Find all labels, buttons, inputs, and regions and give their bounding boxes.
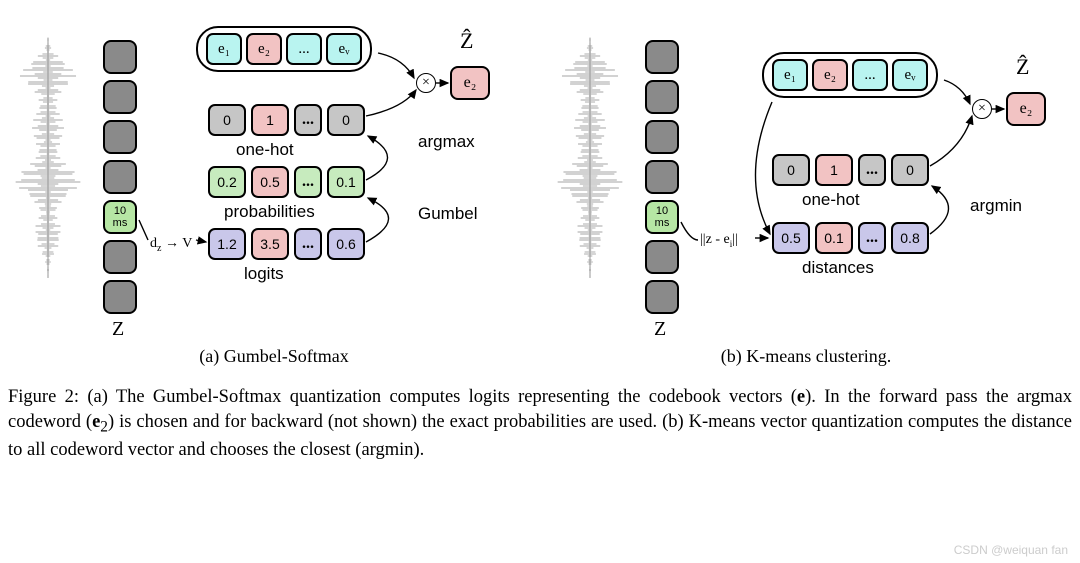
watermark: CSDN @weiquan fan	[954, 543, 1068, 557]
codebook-cell: ...	[286, 33, 322, 65]
zhat-label-b: Ẑ	[1016, 54, 1029, 80]
z-column-b: 10 ms	[645, 40, 679, 320]
onehot-row-a: 0 1 ... 0	[208, 104, 365, 136]
figure-area: 10 ms Z e₁ e₂ ... eᵥ Ẑ e₂ × 0 1 ...	[8, 8, 1072, 338]
result-cell-a: e₂	[450, 66, 490, 100]
argmax-label: argmax	[418, 132, 475, 152]
z-column-a: 10 ms	[103, 40, 137, 320]
z-label-a: Z	[112, 318, 124, 341]
distance-row: 0.5 0.1 ... 0.8	[772, 222, 929, 254]
codebook-cell: eᵥ	[326, 33, 362, 65]
distance-formula: ||z - ei||	[700, 232, 738, 249]
prob-label-a: probabilities	[224, 202, 315, 222]
dz-to-v: dz → V	[150, 234, 192, 254]
ten-ms-block: 10 ms	[103, 200, 137, 234]
onehot-label-a: one-hot	[236, 140, 294, 160]
codebook-b: e₁ e₂ ... eᵥ	[762, 52, 938, 98]
subcaption-b: (b) K-means clustering.	[540, 346, 1072, 367]
argmin-label: argmin	[970, 196, 1022, 216]
ten-ms-block: 10 ms	[645, 200, 679, 234]
panel-gumbel-softmax: 10 ms Z e₁ e₂ ... eᵥ Ẑ e₂ × 0 1 ...	[8, 8, 530, 338]
subcaption-a: (a) Gumbel-Softmax	[8, 346, 540, 367]
subcaptions: (a) Gumbel-Softmax (b) K-means clusterin…	[8, 346, 1072, 367]
codebook-cell: e₂	[246, 33, 282, 65]
distances-label: distances	[802, 258, 874, 278]
figure-caption: Figure 2: (a) The Gumbel-Softmax quantiz…	[8, 385, 1072, 463]
otimes-b: ×	[972, 99, 992, 119]
logits-row-a: 1.2 3.5 ... 0.6	[208, 228, 365, 260]
prob-row-a: 0.2 0.5 ... 0.1	[208, 166, 365, 198]
logits-label-a: logits	[244, 264, 284, 284]
codebook-cell: e₁	[206, 33, 242, 65]
gumbel-label: Gumbel	[418, 204, 478, 224]
zhat-label-a: Ẑ	[460, 28, 473, 54]
panel-kmeans: 10 ms Z e₁ e₂ ... eᵥ Ẑ e₂ × 0 1 ...	[550, 8, 1072, 338]
onehot-label-b: one-hot	[802, 190, 860, 210]
onehot-row-b: 0 1 ... 0	[772, 154, 929, 186]
codebook-a: e₁ e₂ ... eᵥ	[196, 26, 372, 72]
z-label-b: Z	[654, 318, 666, 341]
result-cell-b: e₂	[1006, 92, 1046, 126]
otimes-a: ×	[416, 73, 436, 93]
